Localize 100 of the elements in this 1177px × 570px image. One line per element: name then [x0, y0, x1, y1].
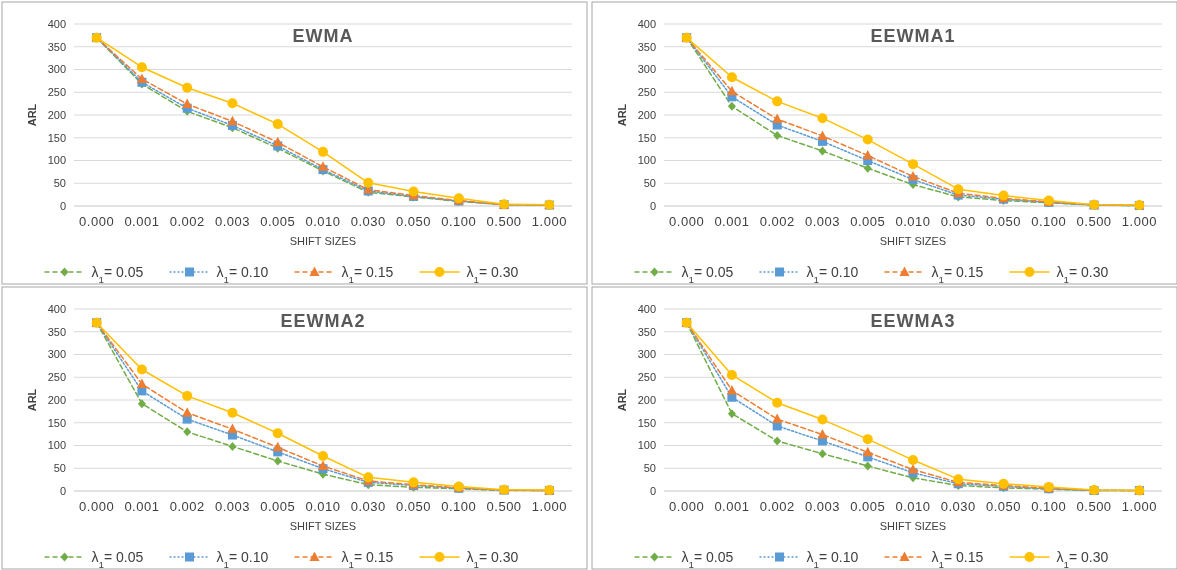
x-tick-label: 0.005: [260, 499, 296, 514]
chart-title: EEWMA1: [870, 26, 956, 46]
x-tick-label: 0.005: [850, 499, 886, 514]
y-tick-label: 300: [47, 63, 66, 76]
legend-label: λ$_{1}$= 0.05: [91, 548, 144, 570]
x-tick-label: 1.000: [1121, 214, 1157, 229]
x-tick-label: 0.500: [1076, 499, 1112, 514]
y-tick-label: 350: [47, 40, 66, 53]
y-tick-label: 250: [637, 371, 656, 384]
x-axis-title: SHIFT SIZES: [879, 235, 947, 247]
x-tick-label: 0.000: [79, 214, 115, 229]
x-tick-label: 0.050: [986, 214, 1022, 229]
x-tick-label: 0.010: [895, 499, 931, 514]
y-tick-label: 300: [637, 63, 656, 76]
x-tick-label: 0.500: [1076, 214, 1112, 229]
x-tick-label: 0.001: [124, 499, 160, 514]
y-axis-title: ARL: [616, 103, 628, 127]
x-tick-label: 0.010: [305, 499, 341, 514]
y-tick-label: 0: [59, 199, 66, 212]
y-tick-label: 400: [47, 17, 66, 30]
x-tick-label: 0.030: [350, 214, 386, 229]
x-tick-label: 0.500: [486, 499, 522, 514]
legend-label: λ$_{1}$= 0.15: [341, 263, 394, 285]
legend-label: λ$_{1}$= 0.10: [216, 263, 269, 285]
y-tick-label: 250: [47, 86, 66, 99]
legend-label: λ$_{1}$= 0.10: [806, 548, 859, 570]
y-tick-label: 0: [649, 484, 656, 497]
x-tick-label: 0.010: [895, 214, 931, 229]
legend-label: λ$_{1}$= 0.10: [216, 548, 269, 570]
y-tick-label: 300: [637, 348, 656, 361]
y-axis-title: ARL: [26, 103, 38, 127]
y-tick-label: 150: [47, 416, 66, 429]
y-tick-label: 100: [637, 439, 656, 452]
legend-label: λ$_{1}$= 0.30: [466, 548, 519, 570]
x-tick-label: 0.050: [396, 214, 432, 229]
legend-label: λ$_{1}$= 0.15: [341, 548, 394, 570]
y-tick-label: 250: [637, 86, 656, 99]
x-tick-label: 0.001: [714, 499, 750, 514]
x-tick-label: 0.003: [214, 214, 250, 229]
y-tick-label: 100: [47, 154, 66, 167]
y-tick-label: 0: [59, 484, 66, 497]
x-tick-label: 0.100: [1031, 499, 1067, 514]
legend-label: λ$_{1}$= 0.15: [931, 548, 984, 570]
x-tick-label: 0.100: [441, 499, 477, 514]
x-tick-label: 0.100: [1031, 214, 1067, 229]
y-tick-label: 150: [47, 131, 66, 144]
x-tick-label: 0.002: [759, 499, 795, 514]
y-tick-label: 100: [637, 154, 656, 167]
x-tick-label: 0.000: [669, 499, 705, 514]
y-tick-label: 400: [47, 302, 66, 315]
y-tick-label: 0: [649, 199, 656, 212]
x-tick-label: 0.003: [804, 499, 840, 514]
y-axis-title: ARL: [616, 388, 628, 412]
x-tick-label: 0.030: [940, 214, 976, 229]
x-tick-label: 0.050: [396, 499, 432, 514]
y-tick-label: 350: [47, 325, 66, 338]
y-tick-label: 100: [47, 439, 66, 452]
y-tick-label: 150: [637, 416, 656, 429]
x-tick-label: 0.001: [124, 214, 160, 229]
x-axis-title: SHIFT SIZES: [289, 520, 357, 532]
x-tick-label: 0.030: [940, 499, 976, 514]
chart-title: EEWMA2: [280, 311, 366, 331]
y-tick-label: 50: [643, 177, 656, 190]
x-tick-label: 0.005: [260, 214, 296, 229]
y-tick-label: 250: [47, 371, 66, 384]
y-tick-label: 350: [637, 40, 656, 53]
y-tick-label: 50: [53, 462, 66, 475]
y-tick-label: 400: [637, 17, 656, 30]
x-tick-label: 0.002: [759, 214, 795, 229]
x-tick-label: 0.003: [214, 499, 250, 514]
legend-label: λ$_{1}$= 0.05: [91, 263, 144, 285]
x-tick-label: 1.000: [531, 214, 567, 229]
x-tick-label: 0.050: [986, 499, 1022, 514]
y-tick-label: 200: [637, 108, 656, 121]
x-tick-label: 0.005: [850, 214, 886, 229]
y-tick-label: 350: [637, 325, 656, 338]
y-tick-label: 400: [637, 302, 656, 315]
legend-label: λ$_{1}$= 0.30: [1056, 548, 1109, 570]
legend-label: λ$_{1}$= 0.05: [681, 263, 734, 285]
legend-label: λ$_{1}$= 0.30: [1056, 263, 1109, 285]
x-tick-label: 0.500: [486, 214, 522, 229]
y-tick-label: 200: [47, 393, 66, 406]
x-tick-label: 0.030: [350, 499, 386, 514]
x-tick-label: 0.000: [669, 214, 705, 229]
y-tick-label: 50: [53, 177, 66, 190]
legend-label: λ$_{1}$= 0.10: [806, 263, 859, 285]
x-axis-title: SHIFT SIZES: [289, 235, 357, 247]
chart-title: EEWMA3: [870, 311, 956, 331]
y-tick-label: 50: [643, 462, 656, 475]
legend-label: λ$_{1}$= 0.15: [931, 263, 984, 285]
x-tick-label: 0.002: [169, 214, 205, 229]
x-tick-label: 0.003: [804, 214, 840, 229]
legend-label: λ$_{1}$= 0.05: [681, 548, 734, 570]
x-tick-label: 0.002: [169, 499, 205, 514]
x-tick-label: 0.010: [305, 214, 341, 229]
y-tick-label: 150: [637, 131, 656, 144]
x-tick-label: 0.001: [714, 214, 750, 229]
x-tick-label: 1.000: [1121, 499, 1157, 514]
legend-label: λ$_{1}$= 0.30: [466, 263, 519, 285]
y-axis-title: ARL: [26, 388, 38, 412]
